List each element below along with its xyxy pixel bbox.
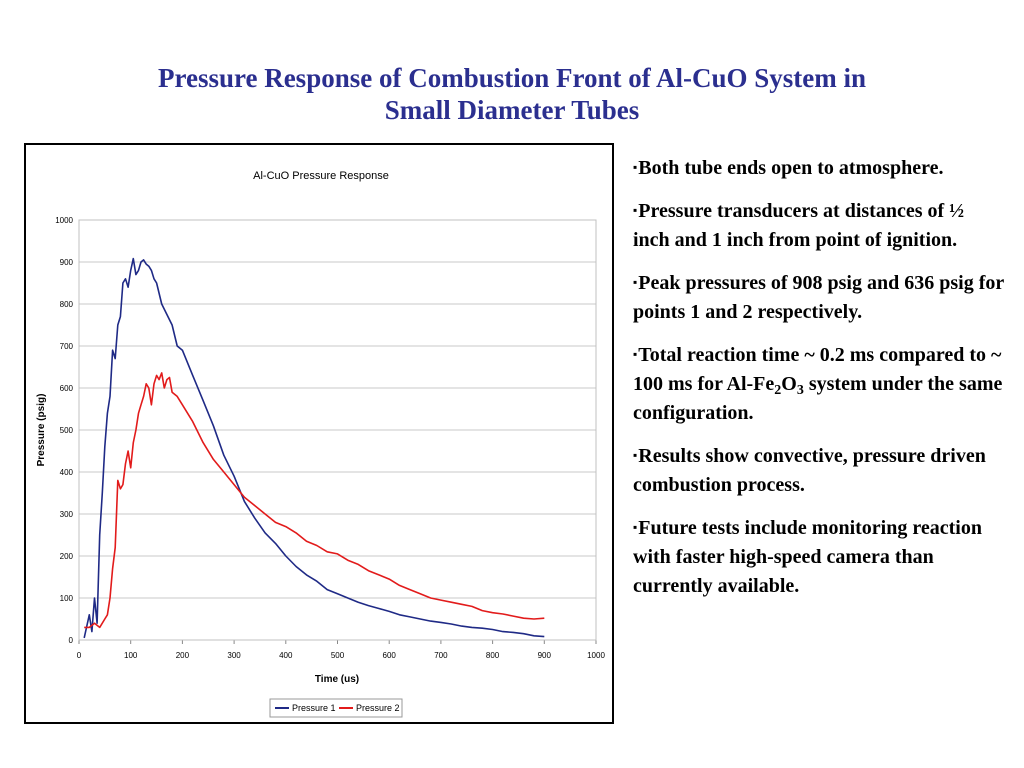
x-tick-label: 500 [331,651,345,660]
bullet-text-part: O [781,373,797,395]
bullet-text: Pressure transducers at distances of ½ i… [633,200,965,251]
bullet-text: Future tests include monitoring reaction… [633,517,982,597]
y-tick-label: 400 [60,468,74,477]
x-axis-label: Time (us) [315,674,359,685]
y-tick-label: 1000 [55,216,73,225]
x-tick-label: 600 [383,651,397,660]
plot-area-border [78,219,597,641]
bullet-text-part: system under the same configuration. [633,373,1003,424]
x-tick-label: 1000 [587,651,605,660]
y-tick-label: 600 [60,384,74,393]
series-line-pressure-2 [84,372,545,629]
slide-title-line-2: Small Diameter Tubes [384,95,640,125]
y-tick-label: 900 [60,258,74,267]
x-tick-label: 0 [77,651,82,660]
chart-frame: 0 100 200 300 400 500 600 700 800 900 1000 0 100 200… [24,143,614,724]
bullet-marker: ▪ [633,520,638,534]
series-line-pressure-1 [83,257,545,639]
x-tick-label: 800 [486,651,500,660]
bullet-list: ▪Both tube ends open to atmosphere. ▪Pre… [633,153,1005,614]
y-tick-labels: 0 100 200 300 400 500 600 700 800 900 1000 [55,216,73,645]
bullet-item: ▪Results show convective, pressure drive… [633,441,1005,500]
x-tick-label: 100 [124,651,138,660]
bullet-text-part: Total reaction time ~ 0.2 ms compared to… [633,344,1002,395]
x-tick-label: 200 [176,651,190,660]
bullet-item: ▪Total reaction time ~ 0.2 ms compared t… [633,340,1005,428]
x-tick-labels: 0 100 200 300 400 500 600 700 800 900 1000 [77,651,606,660]
y-tick-label: 800 [60,300,74,309]
series-lines [83,257,545,639]
y-tick-label: 0 [69,636,74,645]
bullet-marker: ▪ [633,347,638,361]
bullet-text: Peak pressures of 908 psig and 636 psig … [633,272,1004,323]
slide-title-line-1: Pressure Response of Combustion Front of… [157,63,867,93]
x-tick-label: 700 [434,651,448,660]
subscript-3: 3 [796,383,804,398]
bullet-item: ▪Both tube ends open to atmosphere. [633,153,1005,183]
bullet-text: Both tube ends open to atmosphere. [638,157,944,179]
y-tick-label: 700 [60,342,74,351]
legend-label-pressure-1: Pressure 1 [292,703,336,713]
y-tick-label: 500 [60,426,74,435]
legend-box [269,698,403,718]
bullet-marker: ▪ [633,275,638,289]
y-tick-label: 200 [60,552,74,561]
x-tick-label: 400 [279,651,293,660]
x-tick-label: 900 [538,651,552,660]
bullet-item: ▪Future tests include monitoring reactio… [633,513,1005,601]
subscript-2: 2 [774,383,782,398]
slide-title: Pressure Response of Combustion Front of… [60,62,964,126]
bullet-item: ▪Peak pressures of 908 psig and 636 psig… [633,268,1005,327]
pressure-chart: 0 100 200 300 400 500 600 700 800 900 1000 0 100 200… [36,170,606,718]
bullet-marker: ▪ [633,203,638,217]
y-tick-label: 100 [60,594,74,603]
bullet-item: ▪Pressure transducers at distances of ½ … [633,196,1005,255]
bullet-marker: ▪ [633,448,638,462]
x-tick-label: 300 [227,651,241,660]
y-tick-label: 300 [60,510,74,519]
y-axis-label: Pressure (psig) [36,394,47,467]
chart-title: Al-CuO Pressure Response [253,170,389,182]
bullet-text: Results show convective, pressure driven… [633,445,986,496]
bullet-marker: ▪ [633,160,638,174]
legend: Pressure 1 Pressure 2 [269,698,403,718]
legend-label-pressure-2: Pressure 2 [356,703,400,713]
